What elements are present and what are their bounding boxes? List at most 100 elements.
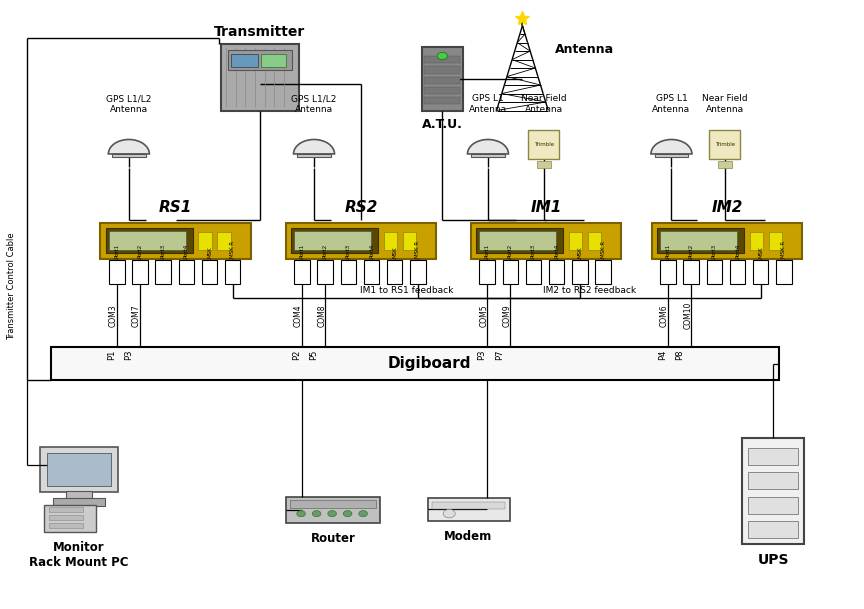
Text: Port1: Port1: [300, 244, 304, 258]
Bar: [179, 260, 194, 284]
Text: P3: P3: [478, 350, 486, 360]
Bar: [768, 232, 782, 250]
Text: Port2: Port2: [508, 244, 513, 258]
Bar: [424, 66, 461, 74]
Bar: [424, 87, 461, 94]
Text: Port3: Port3: [346, 244, 351, 258]
Text: Monitor
Rack Mount PC: Monitor Rack Mount PC: [29, 541, 129, 569]
Bar: [340, 260, 356, 284]
Bar: [297, 154, 331, 157]
Bar: [525, 260, 541, 284]
Wedge shape: [108, 139, 149, 154]
Bar: [569, 232, 582, 250]
Text: Transmitter: Transmitter: [214, 25, 305, 39]
Circle shape: [297, 510, 305, 516]
Bar: [48, 507, 83, 512]
Text: P4: P4: [658, 350, 667, 360]
Bar: [156, 260, 171, 284]
Bar: [742, 438, 804, 544]
Bar: [199, 232, 213, 250]
Text: Trimble: Trimble: [534, 142, 554, 147]
Bar: [748, 521, 798, 538]
Text: Port1: Port1: [665, 244, 670, 258]
Circle shape: [443, 509, 455, 518]
Bar: [529, 130, 560, 159]
Bar: [471, 223, 621, 259]
Bar: [290, 501, 376, 507]
Text: Trimble: Trimble: [715, 142, 735, 147]
Bar: [218, 232, 231, 250]
Text: UPS: UPS: [757, 553, 789, 567]
Circle shape: [343, 510, 352, 516]
Bar: [105, 228, 193, 253]
Bar: [232, 54, 258, 67]
Wedge shape: [651, 139, 692, 154]
Text: A.T.U.: A.T.U.: [422, 118, 463, 131]
Text: Modem: Modem: [444, 530, 492, 543]
Bar: [471, 154, 505, 157]
Text: Port4: Port4: [184, 244, 189, 258]
Text: Near Field
Antenna: Near Field Antenna: [521, 94, 567, 113]
Text: Near Field
Antenna: Near Field Antenna: [702, 94, 747, 113]
Bar: [476, 228, 563, 253]
Bar: [109, 231, 186, 250]
Bar: [480, 260, 495, 284]
Bar: [51, 347, 779, 380]
Text: Port4: Port4: [369, 244, 374, 258]
Text: IM1 to RS1 feedback: IM1 to RS1 feedback: [359, 286, 453, 295]
Circle shape: [312, 510, 321, 516]
Bar: [424, 56, 461, 63]
Text: MSK R: MSK R: [230, 241, 235, 258]
Bar: [44, 504, 96, 532]
Bar: [47, 453, 111, 487]
Text: COM8: COM8: [317, 304, 327, 327]
Text: MSK R: MSK R: [781, 241, 786, 258]
Bar: [595, 260, 611, 284]
Bar: [776, 260, 791, 284]
Text: GPS L1/L2
Antenna: GPS L1/L2 Antenna: [291, 94, 337, 113]
Text: COM7: COM7: [132, 304, 141, 327]
Text: P5: P5: [309, 350, 319, 360]
Text: Port3: Port3: [531, 244, 536, 258]
Text: IM1: IM1: [530, 200, 562, 216]
Bar: [424, 77, 461, 84]
Bar: [132, 260, 148, 284]
Text: COM4: COM4: [294, 304, 303, 327]
Text: Transmitter Control Cable: Transmitter Control Cable: [7, 233, 16, 340]
Text: P8: P8: [676, 350, 684, 360]
Bar: [748, 497, 798, 513]
Bar: [100, 223, 251, 259]
Bar: [228, 51, 292, 71]
Bar: [748, 448, 798, 465]
Bar: [503, 260, 518, 284]
Bar: [660, 260, 676, 284]
Circle shape: [437, 52, 448, 60]
Wedge shape: [294, 139, 334, 154]
Bar: [657, 228, 744, 253]
Text: COM9: COM9: [502, 304, 511, 327]
Text: MSK: MSK: [207, 247, 212, 258]
Bar: [410, 260, 426, 284]
Text: Port2: Port2: [137, 244, 143, 258]
Text: GPS L1
Antenna: GPS L1 Antenna: [652, 94, 690, 113]
Bar: [112, 154, 146, 157]
Bar: [286, 223, 436, 259]
Bar: [387, 260, 403, 284]
Circle shape: [327, 510, 336, 516]
Bar: [109, 260, 124, 284]
Bar: [286, 498, 380, 523]
Text: Port2: Port2: [689, 244, 694, 258]
Bar: [709, 130, 740, 159]
Text: COM3: COM3: [109, 304, 118, 327]
Bar: [48, 515, 83, 520]
Bar: [655, 154, 689, 157]
Text: Digiboard: Digiboard: [388, 356, 472, 371]
Bar: [225, 260, 240, 284]
Text: RS2: RS2: [344, 200, 378, 216]
Bar: [651, 223, 803, 259]
Wedge shape: [467, 139, 509, 154]
Bar: [221, 44, 298, 110]
Bar: [384, 232, 397, 250]
Bar: [295, 260, 309, 284]
Text: Antenna: Antenna: [556, 43, 614, 57]
